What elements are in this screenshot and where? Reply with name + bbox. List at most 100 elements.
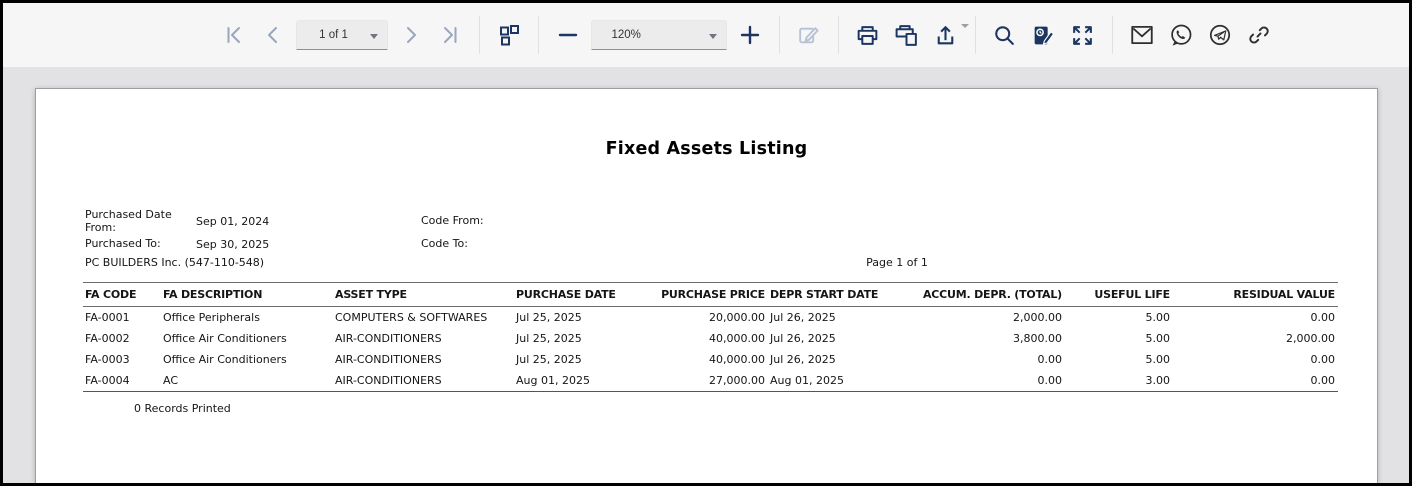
table-cell: AC xyxy=(161,370,333,392)
table-header-cell: ASSET TYPE xyxy=(333,282,514,307)
printer-page-icon xyxy=(895,24,917,46)
chevron-left-icon xyxy=(267,27,277,43)
table-cell: 5.00 xyxy=(1145,311,1171,324)
next-page-button[interactable] xyxy=(395,17,427,53)
table-header-row: FA CODE FA DESCRIPTION ASSET TYPE PURCHASE … xyxy=(83,282,1338,307)
multipage-view-button[interactable] xyxy=(493,17,525,53)
table-row: FA-0001 Office Peripherals COMPUTERS & SOF… xyxy=(83,307,1338,329)
first-page-button[interactable] xyxy=(218,17,250,53)
table-cell: Jul 25, 2025 xyxy=(516,332,582,345)
export-icon xyxy=(937,25,954,44)
table-cell: 3,800.00 xyxy=(1013,332,1062,345)
plus-icon xyxy=(740,25,759,45)
table-cell: AIR-CONDITIONERS xyxy=(335,353,442,366)
table-cell: 2,000.00 xyxy=(1013,311,1062,324)
fullscreen-button[interactable] xyxy=(1067,17,1099,53)
code-from-label: Code From: xyxy=(421,214,484,228)
chevron-down-icon xyxy=(708,34,717,39)
report-title: Fixed Assets Listing xyxy=(605,139,808,159)
table-cell: Jul 25, 2025 xyxy=(516,353,582,366)
toolbar-divider xyxy=(478,16,480,54)
whatsapp-share-button[interactable] xyxy=(1165,17,1197,53)
table-cell: 0.00 xyxy=(912,370,1065,392)
purchased-from-value: Sep 01, 2024 xyxy=(196,215,270,228)
table-header-cell: FA CODE xyxy=(83,282,161,307)
table-cell: Jul 26, 2025 xyxy=(770,353,836,366)
table-header-cell: PURCHASE PRICE xyxy=(651,282,768,307)
last-page-icon xyxy=(443,27,456,43)
fullscreen-icon xyxy=(1073,25,1092,45)
zoom-level-value: 120% xyxy=(611,29,641,41)
viewer-toolbar: 1 of 1 120% xyxy=(3,3,1409,68)
table-cell: Jul 25, 2025 xyxy=(516,311,582,324)
telegram-icon xyxy=(1209,24,1230,46)
first-page-icon xyxy=(227,27,240,43)
export-button[interactable] xyxy=(930,17,969,53)
link-icon xyxy=(1248,26,1269,44)
zoom-level-select[interactable]: 120% xyxy=(590,20,727,50)
document-viewer-area[interactable]: Fixed Assets Listing Purchased Date From… xyxy=(3,68,1409,483)
toolbar-divider xyxy=(837,16,839,54)
zoom-in-button[interactable] xyxy=(734,17,766,53)
document-sign-icon xyxy=(1034,26,1055,45)
toolbar-divider xyxy=(1111,16,1113,54)
table-cell: Office Peripherals xyxy=(163,311,260,324)
records-printed-note: 0 Records Printed xyxy=(134,402,231,415)
table-cell: Jul 26, 2025 xyxy=(770,332,836,345)
table-row: FA-0002 Office Air Conditioners AIR-CONDIT… xyxy=(83,328,1338,349)
table-cell: AIR-CONDITIONERS xyxy=(333,370,514,392)
table-cell: 0.00 xyxy=(1173,370,1338,392)
chevron-right-icon xyxy=(406,27,416,43)
table-cell: 0.00 xyxy=(1310,353,1336,366)
table-cell: FA-0001 xyxy=(85,311,130,324)
telegram-share-button[interactable] xyxy=(1204,17,1236,53)
chevron-down-icon xyxy=(369,34,378,39)
edit-icon xyxy=(799,26,819,43)
table-header-cell: DEPR START DATE xyxy=(768,282,912,307)
table-cell: 2,000.00 xyxy=(1286,332,1335,345)
thumbnails-icon xyxy=(499,25,519,46)
last-page-button[interactable] xyxy=(434,17,466,53)
table-cell: 0.00 xyxy=(1310,311,1336,324)
page-indicator-select[interactable]: 1 of 1 xyxy=(295,20,388,50)
report-page-label: Page 1 of 1 xyxy=(866,256,928,269)
table-row: FA-0003 Office Air Conditioners AIR-CONDIT… xyxy=(83,349,1338,370)
table-cell: Office Air Conditioners xyxy=(163,353,287,366)
code-to-label: Code To: xyxy=(421,237,468,251)
print-button[interactable] xyxy=(852,17,884,53)
table-cell: 0.00 xyxy=(1037,353,1063,366)
toolbar-divider xyxy=(778,16,780,54)
table-row: FA-0004 AC AIR-CONDITIONERS Aug 01, 2025 27,… xyxy=(83,370,1338,392)
table-cell: 40,000.00 xyxy=(709,353,765,366)
table-body: FA-0001 Office Peripherals COMPUTERS & SOF… xyxy=(83,307,1338,392)
chevron-down-icon xyxy=(960,24,969,28)
table-header-cell: RESIDUAL VALUE xyxy=(1173,282,1338,307)
table-header-cell: USEFUL LIFE xyxy=(1065,282,1173,307)
email-share-button[interactable] xyxy=(1126,17,1158,53)
fixed-assets-table: FA CODE FA DESCRIPTION ASSET TYPE PURCHASE … xyxy=(83,282,1338,392)
copy-link-button[interactable] xyxy=(1243,17,1275,53)
report-filters: Purchased Date From: Sep 01, 2024 Code F… xyxy=(85,208,1377,269)
previous-page-button[interactable] xyxy=(257,17,289,53)
table-cell: 27,000.00 xyxy=(651,370,768,392)
table-cell: Jul 26, 2025 xyxy=(770,311,836,324)
table-cell: COMPUTERS & SOFTWARES xyxy=(335,311,488,324)
toolbar-divider xyxy=(537,16,539,54)
table-cell: FA-0002 xyxy=(85,332,130,345)
purchased-from-label: Purchased Date From: xyxy=(85,208,172,234)
zoom-out-button[interactable] xyxy=(552,17,584,53)
edit-report-button[interactable] xyxy=(793,17,825,53)
whatsapp-icon xyxy=(1170,24,1191,46)
search-button[interactable] xyxy=(989,17,1021,53)
table-cell: 5.00 xyxy=(1145,353,1171,366)
sign-document-button[interactable] xyxy=(1028,17,1060,53)
table-cell: Aug 01, 2025 xyxy=(768,370,912,392)
purchased-to-value: Sep 30, 2025 xyxy=(196,238,270,251)
search-icon xyxy=(995,25,1014,45)
purchased-to-label: Purchased To: xyxy=(85,237,161,251)
mail-icon xyxy=(1130,25,1153,45)
table-header-cell: FA DESCRIPTION xyxy=(161,282,333,307)
table-cell: Office Air Conditioners xyxy=(163,332,287,345)
print-page-button[interactable] xyxy=(891,17,923,53)
